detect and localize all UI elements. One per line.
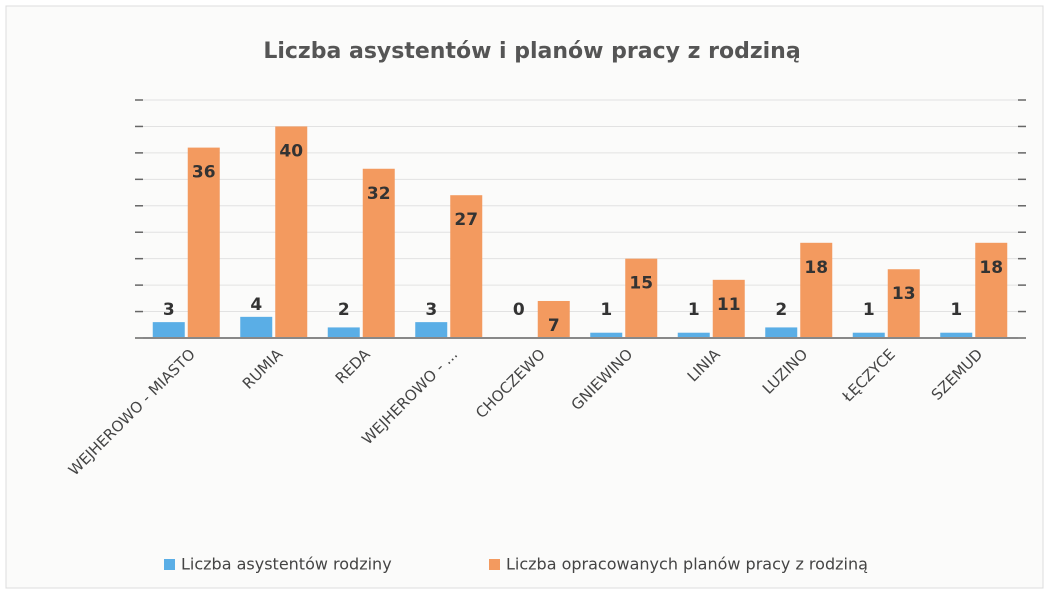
bar <box>362 168 395 338</box>
data-label: 18 <box>979 258 1003 278</box>
bar <box>940 332 973 338</box>
legend-label: Liczba asystentów rodziny <box>181 555 392 574</box>
data-label: 18 <box>804 258 828 278</box>
bar <box>887 269 920 338</box>
bar <box>450 195 483 338</box>
data-label: 11 <box>717 295 741 315</box>
data-label: 2 <box>775 300 787 320</box>
bar <box>712 279 745 338</box>
bar <box>537 300 570 338</box>
bar <box>275 126 308 338</box>
bar <box>187 147 220 338</box>
data-label: 15 <box>629 274 653 294</box>
data-label: 3 <box>163 300 175 320</box>
data-label: 0 <box>513 300 525 320</box>
legend-swatch <box>164 559 175 570</box>
bar <box>152 322 185 338</box>
data-label: 1 <box>863 300 875 320</box>
data-label: 13 <box>892 284 916 304</box>
bar <box>852 332 885 338</box>
bar <box>800 242 833 338</box>
data-label: 1 <box>600 300 612 320</box>
bar <box>625 258 658 338</box>
bar <box>590 332 623 338</box>
bar <box>677 332 710 338</box>
bar <box>415 322 448 338</box>
data-label: 32 <box>367 184 391 204</box>
data-label: 1 <box>688 300 700 320</box>
data-label: 36 <box>192 163 216 183</box>
bar <box>327 327 360 338</box>
chart-frame <box>5 5 1044 589</box>
data-label: 27 <box>454 210 478 230</box>
bar <box>975 242 1008 338</box>
bar <box>240 316 273 338</box>
legend-swatch <box>489 559 500 570</box>
data-label: 2 <box>338 300 350 320</box>
data-label: 40 <box>279 141 303 161</box>
data-label: 1 <box>950 300 962 320</box>
legend-label: Liczba opracowanych planów pracy z rodzi… <box>506 555 868 574</box>
data-label: 3 <box>425 300 437 320</box>
bar <box>765 327 798 338</box>
chart-title: Liczba asystentów i planów pracy z rodzi… <box>263 39 800 64</box>
data-label: 4 <box>250 295 262 315</box>
data-label: 7 <box>548 316 560 336</box>
